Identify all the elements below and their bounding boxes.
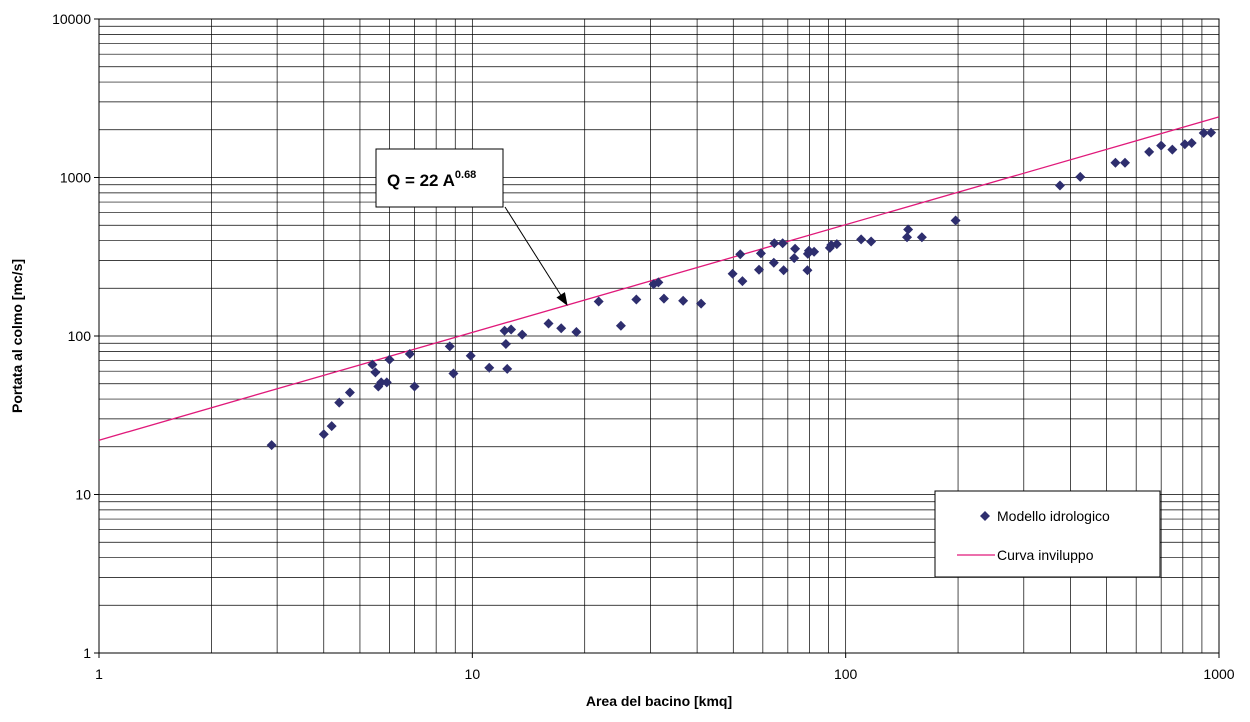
- data-point: [1156, 140, 1167, 151]
- y-tick-label: 100: [68, 328, 92, 344]
- data-point: [448, 368, 459, 379]
- x-tick-label: 100: [834, 666, 858, 682]
- legend: Modello idrologico Curva inviluppo: [934, 490, 1161, 578]
- legend-label-curva: Curva inviluppo: [997, 547, 1094, 563]
- data-point: [1075, 171, 1086, 182]
- data-point: [727, 268, 738, 279]
- data-point: [769, 238, 780, 249]
- data-point: [903, 224, 914, 235]
- data-point: [593, 296, 604, 307]
- data-point: [344, 387, 355, 398]
- data-point: [653, 277, 664, 288]
- data-point: [754, 264, 765, 275]
- data-point: [381, 377, 392, 388]
- y-axis-ticks: 1 10 100 1000 10000: [52, 11, 99, 661]
- data-point: [543, 318, 554, 329]
- data-point: [376, 377, 387, 388]
- x-tick-label: 10: [465, 666, 481, 682]
- data-point: [678, 295, 689, 306]
- annotation-arrow: [504, 206, 562, 296]
- data-point: [615, 320, 626, 331]
- data-point: [465, 350, 476, 361]
- data-point: [1144, 146, 1155, 157]
- data-point: [658, 293, 669, 304]
- data-point: [502, 363, 513, 374]
- data-point: [500, 339, 511, 350]
- data-point: [326, 421, 337, 432]
- data-point: [916, 232, 927, 243]
- data-point: [768, 257, 779, 268]
- legend-marker-diamond: [980, 511, 990, 521]
- data-point: [484, 362, 495, 373]
- data-point: [1206, 127, 1217, 138]
- data-point: [370, 367, 381, 378]
- legend-box: [934, 490, 1161, 578]
- legend-label-modello: Modello idrologico: [997, 508, 1110, 524]
- data-point: [1186, 138, 1197, 149]
- data-point: [444, 341, 455, 352]
- x-tick-label: 1: [95, 666, 103, 682]
- data-point: [506, 324, 517, 335]
- data-point: [631, 294, 642, 305]
- data-point: [1179, 139, 1190, 150]
- data-point: [831, 239, 842, 250]
- equation-exponent: 0.68: [455, 169, 476, 181]
- data-points: [266, 127, 1217, 451]
- data-point: [755, 248, 766, 259]
- data-point: [404, 348, 415, 359]
- equation-text: Q = 22 A0.68: [387, 169, 476, 190]
- data-point: [1119, 157, 1130, 168]
- data-point: [556, 323, 567, 334]
- y-tick-label: 10000: [52, 11, 91, 27]
- data-point: [856, 234, 867, 245]
- data-point: [789, 253, 800, 264]
- y-tick-label: 10: [75, 487, 91, 503]
- data-point: [334, 397, 345, 408]
- data-point: [777, 238, 788, 249]
- annotation-arrowhead: [556, 292, 568, 306]
- data-point: [902, 232, 913, 243]
- y-tick-label: 1: [83, 645, 91, 661]
- data-point: [950, 215, 961, 226]
- x-axis-title: Area del bacino [kmq]: [586, 693, 732, 709]
- data-point: [384, 354, 395, 365]
- annotation-box: [375, 148, 504, 208]
- data-point: [790, 243, 801, 254]
- data-point: [1054, 180, 1065, 191]
- data-point: [696, 298, 707, 309]
- data-point: [517, 329, 528, 340]
- data-point: [1198, 127, 1209, 138]
- data-point: [809, 246, 820, 257]
- data-point: [735, 249, 746, 260]
- data-point: [737, 276, 748, 287]
- data-point: [802, 265, 813, 276]
- data-point: [1110, 157, 1121, 168]
- data-point: [499, 325, 510, 336]
- data-point: [367, 359, 378, 370]
- data-point: [571, 326, 582, 337]
- x-tick-label: 1000: [1203, 666, 1234, 682]
- equation-base: Q = 22 A: [387, 171, 455, 190]
- data-point: [1167, 144, 1178, 155]
- equation-annotation: Q = 22 A0.68: [375, 148, 568, 306]
- data-point: [409, 381, 420, 392]
- y-tick-label: 1000: [60, 170, 91, 186]
- data-point: [778, 265, 789, 276]
- data-point: [266, 440, 277, 451]
- x-axis-ticks: 1 10 100 1000: [95, 653, 1235, 682]
- data-point: [318, 429, 329, 440]
- data-point: [866, 236, 877, 247]
- y-axis-title: Portata al colmo [mc/s]: [9, 259, 25, 413]
